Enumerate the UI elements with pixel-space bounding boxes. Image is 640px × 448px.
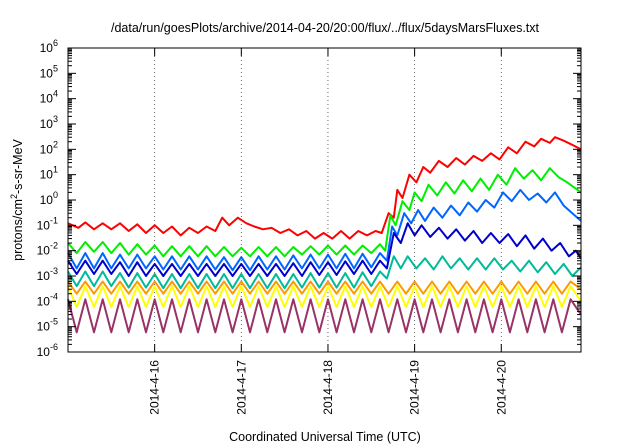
y-tick-label-exponent: 3: [53, 114, 58, 124]
y-tick-label-base: 10: [40, 66, 54, 80]
y-tick-label-base: 10: [37, 244, 51, 258]
y-tick-label-exponent: 1: [53, 165, 58, 175]
y-tick-label-base: 10: [40, 41, 54, 55]
series-line-4: [67, 222, 582, 277]
x-axis: 2014-4-16 2014-4-17 2014-4-18 2014-4-19 2014…: [148, 48, 508, 415]
y-tick-label-exponent: 6: [53, 38, 58, 48]
x-tick-label: 2014-4-19: [408, 360, 422, 415]
series-line-6: [67, 280, 582, 295]
y-tick-label-exponent: 4: [53, 89, 58, 99]
y-tick-label-exponent: -1: [50, 215, 58, 225]
y-axis: 10-610-510-410-310-210-11001011021031041…: [37, 38, 581, 359]
y-tick-label: 101: [40, 165, 58, 182]
y-tick-label: 10-3: [37, 266, 58, 283]
y-tick-label: 10-5: [37, 317, 58, 334]
y-tick-label-exponent: -5: [50, 317, 58, 327]
y-tick-label: 100: [40, 190, 58, 207]
y-tick-label-base: 10: [37, 218, 51, 232]
y-tick-label: 102: [40, 139, 58, 156]
y-tick-label-base: 10: [37, 269, 51, 283]
series-line-5: [67, 255, 582, 290]
x-tick-label: 2014-4-20: [494, 360, 508, 415]
series-line-3: [67, 188, 582, 272]
chart-grid: [154, 48, 502, 352]
series-line-2: [67, 167, 582, 258]
y-tick-label: 103: [40, 114, 58, 131]
y-tick-label-base: 10: [37, 320, 51, 334]
y-tick-label-base: 10: [40, 193, 54, 207]
y-axis-label-superscript: 2: [9, 194, 19, 199]
y-tick-label-exponent: 0: [53, 190, 58, 200]
y-tick-label-exponent: 2: [53, 139, 58, 149]
y-tick-label: 106: [40, 38, 58, 55]
y-tick-label: 105: [40, 63, 58, 80]
chart-title: /data/run/goesPlots/archive/2014-04-20/2…: [111, 21, 540, 35]
plot-series: [67, 136, 582, 334]
y-tick-label: 10-1: [37, 215, 58, 232]
y-tick-label: 10-2: [37, 241, 58, 258]
x-tick-label: 2014-4-17: [234, 360, 248, 415]
y-tick-label: 104: [40, 89, 58, 106]
y-tick-label-base: 10: [40, 92, 54, 106]
y-tick-label-base: 10: [40, 168, 54, 182]
y-tick-label-exponent: -6: [50, 342, 58, 352]
y-tick-label-base: 10: [40, 142, 54, 156]
x-axis-label: Coordinated Universal Time (UTC): [229, 430, 421, 444]
y-axis-label-units: -s-sr-MeV: [11, 138, 25, 194]
x-tick-label: 2014-4-18: [321, 360, 335, 415]
x-tick-label: 2014-4-16: [148, 360, 162, 415]
y-tick-label: 10-4: [37, 291, 58, 308]
y-tick-label: 10-6: [37, 342, 58, 359]
y-tick-label-exponent: -3: [50, 266, 58, 276]
y-axis-label-main: protons/cm: [11, 199, 25, 261]
y-tick-label-exponent: -4: [50, 291, 58, 301]
y-tick-label-base: 10: [37, 294, 51, 308]
y-tick-label-base: 10: [40, 117, 54, 131]
y-tick-label-exponent: -2: [50, 241, 58, 251]
series-line-8: [67, 298, 582, 334]
series-line-7: [67, 285, 582, 308]
y-tick-label-base: 10: [37, 345, 51, 359]
y-tick-label-exponent: 5: [53, 63, 58, 73]
y-axis-label: protons/cm2-s-sr-MeV: [9, 138, 25, 260]
series-line-1: [67, 136, 582, 240]
